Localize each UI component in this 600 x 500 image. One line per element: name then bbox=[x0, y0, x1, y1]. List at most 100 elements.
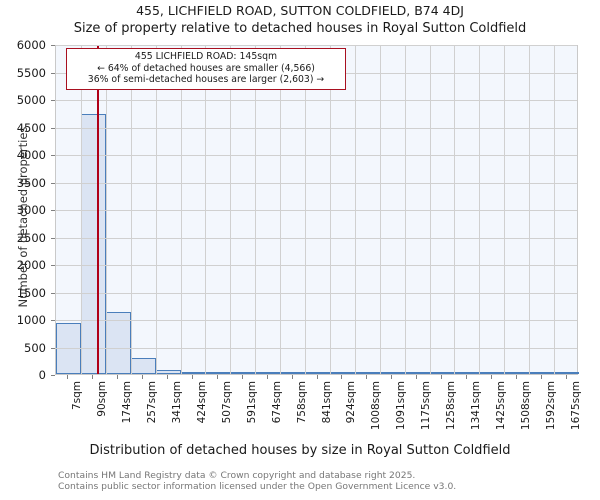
x-axis-tick-mark bbox=[366, 375, 367, 379]
y-axis-tick-label: 5000 bbox=[16, 93, 46, 107]
y-axis-tick-label: 0 bbox=[38, 368, 46, 382]
bar bbox=[504, 372, 529, 374]
gridline-horizontal bbox=[56, 292, 577, 294]
y-axis-tick-label: 5500 bbox=[16, 65, 46, 80]
y-axis-tick-label: 1500 bbox=[16, 285, 46, 300]
x-axis-tick-mark bbox=[516, 375, 517, 379]
x-axis-tick-mark bbox=[341, 375, 342, 379]
bar bbox=[430, 372, 455, 374]
y-axis-tick-mark bbox=[51, 210, 55, 211]
gridline-vertical bbox=[504, 46, 505, 374]
x-axis-tick-mark bbox=[117, 375, 118, 379]
x-axis-tick-label: 1425sqm bbox=[494, 381, 507, 431]
x-axis-tick-label: 1008sqm bbox=[370, 381, 383, 431]
x-axis-tick-label: 1258sqm bbox=[445, 381, 458, 431]
x-axis-tick-mark bbox=[466, 375, 467, 379]
x-axis-tick-label: 174sqm bbox=[121, 381, 134, 424]
x-axis-tick-mark bbox=[67, 375, 68, 379]
annotation-property-label: 455 LICHFIELD ROAD: 145sqm bbox=[134, 51, 278, 62]
x-axis-tick-mark bbox=[566, 375, 567, 379]
bar bbox=[305, 372, 330, 374]
y-axis-tick-mark bbox=[51, 127, 55, 129]
gridline-horizontal bbox=[56, 210, 577, 211]
x-axis-tick-label: 7sqm bbox=[71, 381, 84, 411]
bar bbox=[56, 323, 81, 374]
gridline-vertical bbox=[81, 46, 82, 374]
x-axis-tick-label: 1091sqm bbox=[395, 381, 408, 431]
gridline-vertical bbox=[255, 46, 256, 374]
x-axis-tick-label: 841sqm bbox=[320, 381, 333, 424]
y-axis-tick-mark bbox=[51, 265, 55, 266]
gridline-vertical bbox=[405, 46, 406, 374]
x-axis-tick-label: 424sqm bbox=[195, 381, 208, 424]
gridline-horizontal bbox=[56, 100, 577, 101]
gridline-vertical bbox=[529, 46, 530, 374]
x-axis-tick-mark bbox=[541, 375, 542, 379]
gridline-vertical bbox=[554, 46, 555, 374]
x-axis-tick-mark bbox=[267, 375, 268, 379]
bar bbox=[230, 372, 255, 374]
footer-line-1: Contains HM Land Registry data © Crown c… bbox=[58, 470, 416, 481]
property-size-marker-line bbox=[97, 46, 100, 374]
x-axis-tick-mark bbox=[416, 375, 417, 379]
bar bbox=[454, 372, 479, 374]
y-axis-tick-mark bbox=[51, 45, 55, 46]
annotation-larger-stat: 36% of semi-detached houses are larger (… bbox=[87, 74, 325, 85]
bar bbox=[81, 114, 106, 374]
x-axis-tick-mark bbox=[142, 375, 143, 379]
x-axis-tick-label: 924sqm bbox=[345, 381, 358, 424]
gridline-horizontal bbox=[56, 237, 577, 239]
x-axis-tick-mark bbox=[92, 375, 93, 379]
y-axis-tick-label: 3500 bbox=[16, 175, 46, 190]
x-axis-tick-mark bbox=[441, 375, 442, 379]
y-axis-tick-mark bbox=[51, 72, 55, 74]
x-axis-tick-mark bbox=[292, 375, 293, 379]
gridline-vertical bbox=[454, 46, 455, 374]
bar bbox=[330, 372, 355, 374]
annotation-smaller-stat: ← 64% of detached houses are smaller (4,… bbox=[97, 62, 315, 74]
y-axis-tick-mark bbox=[51, 237, 55, 239]
x-axis-tick-label: 341sqm bbox=[171, 381, 184, 424]
y-axis-tick-mark bbox=[51, 100, 55, 101]
y-axis-tick-label: 3000 bbox=[16, 203, 46, 217]
bar bbox=[205, 372, 230, 374]
y-axis-tick-mark bbox=[51, 375, 55, 376]
x-axis-tick-label: 507sqm bbox=[220, 381, 233, 424]
y-axis-tick-label: 2500 bbox=[16, 230, 46, 245]
gridline-horizontal bbox=[56, 182, 577, 184]
gridline-horizontal bbox=[56, 127, 577, 129]
gridline-vertical bbox=[430, 46, 431, 374]
x-axis-tick-label: 257sqm bbox=[146, 381, 159, 424]
bar bbox=[255, 372, 280, 374]
plot-area bbox=[55, 45, 579, 375]
gridline-horizontal bbox=[56, 347, 577, 349]
x-axis: 7sqm 90sqm 174sqm 257sqm 341sqm 424sqm 507sqm 5… bbox=[55, 375, 582, 445]
y-axis-tick-mark bbox=[51, 155, 55, 156]
bar bbox=[280, 372, 305, 374]
y-axis-tick-label: 4000 bbox=[16, 148, 46, 162]
y-axis-tick-label: 4500 bbox=[16, 120, 46, 135]
bar bbox=[529, 372, 554, 374]
bar bbox=[131, 358, 156, 374]
gridline-vertical bbox=[181, 46, 182, 374]
x-axis-tick-mark bbox=[167, 375, 168, 379]
y-axis-title: Number of detached properties bbox=[16, 126, 30, 308]
x-axis-tick-label: 674sqm bbox=[270, 381, 283, 424]
x-axis-tick-mark bbox=[242, 375, 243, 379]
gridline-vertical bbox=[479, 46, 480, 374]
bar bbox=[106, 312, 131, 374]
bars-layer bbox=[56, 46, 579, 374]
gridline-horizontal bbox=[56, 155, 577, 156]
bar bbox=[554, 372, 579, 374]
y-axis-tick-mark bbox=[51, 347, 55, 349]
y-axis-tick-label: 1000 bbox=[16, 313, 46, 327]
footer-line-2: Contains public sector information licen… bbox=[58, 481, 457, 492]
y-axis-tick-mark bbox=[51, 182, 55, 184]
y-axis-tick-mark bbox=[51, 320, 55, 321]
gridline-vertical bbox=[106, 46, 107, 374]
bar bbox=[181, 372, 206, 374]
bar bbox=[156, 369, 181, 374]
chart-subtitle: Size of property relative to detached ho… bbox=[73, 21, 527, 36]
x-axis-tick-mark bbox=[491, 375, 492, 379]
